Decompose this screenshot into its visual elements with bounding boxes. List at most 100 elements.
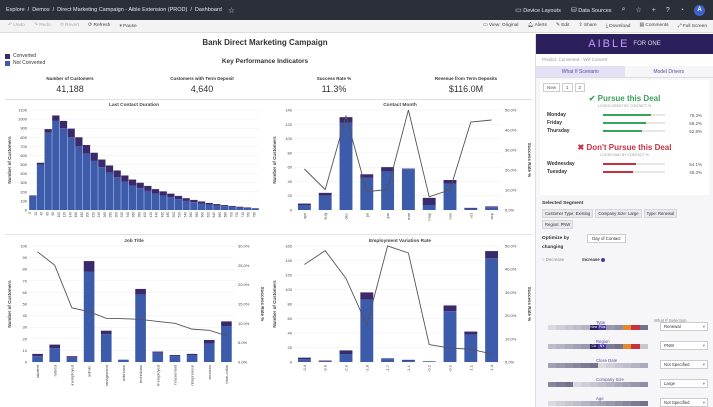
add-icon[interactable]: + [651, 6, 656, 14]
tab-model-drivers[interactable]: Model Drivers [653, 69, 685, 75]
feature-impact-strip[interactable]: CA NY [548, 344, 648, 349]
bar-converted [67, 128, 75, 138]
legend-item-converted[interactable]: Converted [5, 53, 45, 59]
notifications-icon[interactable]: ◔ [679, 6, 684, 14]
x-tick-label: 340 [126, 212, 130, 218]
strip-cell [606, 363, 615, 368]
breadcrumb-explore[interactable]: Explore [6, 7, 25, 13]
feature-impact-strip[interactable] [548, 401, 648, 406]
undo-button[interactable]: ↶ Undo [8, 23, 25, 28]
probability-value: 62.8% [689, 128, 702, 134]
strip-cell: CA [589, 344, 598, 349]
strip-cell [639, 325, 648, 330]
feature-impact-strip[interactable] [548, 382, 648, 387]
feature-company-size[interactable]: Company Size Large ▾ [542, 377, 712, 395]
bar-not-converted [205, 204, 213, 210]
check-icon: ✔ [588, 94, 596, 103]
chart-contact-month[interactable]: Contact Month 0 20 40 60 80 100 120 140 Number of… [268, 100, 532, 234]
strip-cell [614, 382, 623, 387]
feature-close-date[interactable]: Close Date Not Specified ▾ [542, 358, 712, 376]
star-icon[interactable]: ☆ [635, 7, 642, 14]
feature-select[interactable]: Not Specified ▾ [660, 360, 708, 369]
chart-svg: Employment Variation Rate 0 20 40 60 80 100 120… [272, 238, 532, 372]
strip-cell [606, 344, 615, 349]
avatar[interactable]: A [694, 4, 705, 16]
help-icon[interactable]: ? [665, 6, 670, 14]
optimize-label: Optimize by [542, 236, 570, 241]
page-2-button[interactable]: 2 [574, 83, 586, 92]
feature-type[interactable]: Type New Plus Renewal ▾ [542, 320, 712, 338]
favorite-star-icon[interactable]: ☆ [227, 5, 235, 15]
bar-not-converted [32, 356, 43, 362]
segment-chip[interactable]: Region: PNW [542, 220, 574, 229]
feature-impact-strip[interactable]: New Plus [548, 325, 648, 330]
refresh-button[interactable]: ⟳ Refresh [88, 23, 111, 28]
feature-select[interactable]: Large ▾ [660, 379, 708, 388]
breadcrumb-demos[interactable]: Demos [32, 7, 50, 13]
x-tick-label: 480 [166, 212, 170, 218]
segment-chip[interactable]: Customer Type: Existing [542, 209, 594, 218]
feature-age[interactable]: Age Not Specified ▾ [542, 396, 712, 407]
segment-chip[interactable]: Company Size: Large [595, 209, 642, 218]
bar-not-converted [100, 334, 112, 362]
y-tick-label: 0 [25, 208, 28, 213]
chevron-down-icon: ▾ [702, 324, 705, 329]
download-button[interactable]: ⤓ Download [605, 24, 631, 29]
edit-button[interactable]: ✎ Edit [555, 23, 570, 28]
bar-not-converted [174, 199, 183, 210]
x-tick-label: 460 [160, 212, 164, 218]
breadcrumb-dashboard[interactable]: Dashboard [194, 7, 222, 13]
view-original-button[interactable]: ▭ View: Original [483, 23, 519, 28]
bar-not-converted [29, 196, 37, 210]
increase-option[interactable]: Increase [582, 257, 605, 262]
optimize-dropdown[interactable]: Day of Contact [587, 234, 626, 243]
x-tick-label: 680 [224, 212, 228, 218]
chart-title: Job Title [124, 238, 144, 244]
x-tick-label: 560 [189, 212, 193, 218]
y-axis-label: Number of Customers [272, 280, 277, 328]
y-tick-label: 80 [288, 150, 293, 155]
strip-cell [597, 363, 607, 368]
feature-impact-strip[interactable] [548, 363, 648, 368]
chart-employment-variation-rate[interactable]: Employment Variation Rate 0 20 40 60 80 100 120… [268, 236, 532, 386]
x-tick-label: 380 [137, 212, 141, 218]
strip-cell: New [589, 325, 598, 330]
full-screen-button[interactable]: ⤢ Full Screen [677, 24, 707, 29]
strip-cell [606, 382, 615, 387]
probability-bar [603, 114, 665, 116]
chart-job-title[interactable]: Job Title 0 10 20 30 40 50 60 70 80 90 100 Number of… [3, 236, 265, 386]
feature-select[interactable]: PNW ▾ [660, 341, 708, 350]
share-button[interactable]: ⇪ Share [578, 23, 597, 28]
chart-last-contact-duration[interactable]: Last Contact Duration 0 100 200 300 400 500 600… [3, 100, 265, 234]
feature-select[interactable]: Not Specified ▾ [660, 398, 708, 407]
selected-segment: Selected Segment Customer Type: Existing… [536, 197, 713, 254]
alerts-button[interactable]: 🔔︎ Alerts [527, 23, 547, 28]
y-tick-label: 100 [285, 136, 292, 141]
strip-cell [614, 401, 623, 406]
y2-tick-label: 10.0% [505, 336, 517, 341]
new-scenario-button[interactable]: New [543, 83, 561, 92]
search-icon[interactable]: ⌕ [621, 6, 626, 13]
breadcrumb-workbook[interactable]: Direct Marketing Campaign - Aible Extens… [57, 7, 188, 13]
page-1-button[interactable]: 1 [562, 83, 573, 92]
bar-not-converted [339, 354, 353, 362]
bar-not-converted [49, 348, 61, 362]
strip-cell [589, 401, 598, 406]
data-sources-button[interactable]: ⛁ Data Sources [570, 7, 612, 14]
bar-converted [197, 201, 206, 204]
device-layouts-button[interactable]: ▭ Device Layouts [515, 7, 561, 14]
legend-item-not-converted[interactable]: Not Converted [5, 60, 45, 66]
pause-button[interactable]: ⏸ Pause [119, 24, 137, 29]
revert-button[interactable]: ⟲ Revert [59, 23, 80, 28]
comments-button[interactable]: ▤ Comments [639, 23, 669, 28]
redo-button[interactable]: ↷ Redo [33, 23, 51, 28]
strip-cell: Plus [597, 325, 607, 330]
segment-chip[interactable]: Type: Renewal [643, 209, 678, 218]
feature-region[interactable]: Region CA NY PNW ▾ [542, 339, 712, 357]
y2-tick-label: 0.0% [505, 360, 515, 365]
tab-what-if-scenario[interactable]: What If Scenario [536, 66, 625, 77]
decrease-option[interactable]: ○ Decrease [542, 257, 565, 262]
feature-select[interactable]: Renewal ▾ [660, 322, 708, 331]
segment-chips: Customer Type: Existing Company Size: La… [542, 209, 707, 229]
probability-fill [603, 122, 646, 124]
